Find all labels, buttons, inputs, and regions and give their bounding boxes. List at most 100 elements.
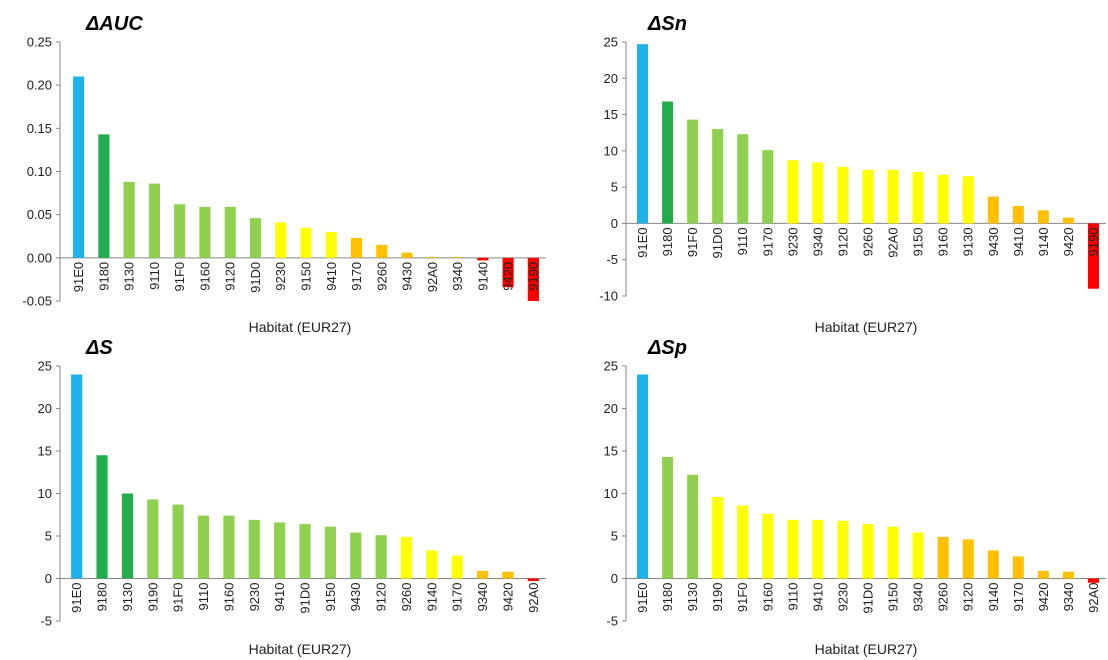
category-label: 9160 <box>936 227 951 256</box>
category-label: 9340 <box>450 262 465 291</box>
category-label: 9170 <box>1011 583 1026 612</box>
y-tick-label: 25 <box>604 359 618 374</box>
bar-9180 <box>98 134 110 258</box>
category-label: 91E0 <box>635 583 650 613</box>
category-label: 9420 <box>500 583 515 612</box>
category-label: 9140 <box>986 583 1001 612</box>
category-label: 9410 <box>324 262 339 291</box>
bar-9120 <box>837 166 849 224</box>
category-label: 9230 <box>273 262 288 291</box>
bar-92A0 <box>527 578 539 582</box>
bar-92A0 <box>426 256 438 258</box>
category-label: 9150 <box>886 583 901 612</box>
bar-9170 <box>1012 556 1024 579</box>
bar-9130 <box>121 493 134 579</box>
y-tick-label: 0 <box>611 216 618 231</box>
category-label: 9420 <box>501 262 516 291</box>
category-label: 9180 <box>660 227 675 256</box>
y-tick-label: -5 <box>606 614 618 629</box>
y-tick-label: 0.25 <box>27 35 52 50</box>
category-label: 9170 <box>760 227 775 256</box>
y-tick-label: -5 <box>40 614 52 629</box>
bar-9420 <box>1037 570 1049 579</box>
category-label: 9140 <box>1036 227 1051 256</box>
bar-9190 <box>1087 223 1099 289</box>
category-label: 9230 <box>785 227 800 256</box>
y-tick-label: 20 <box>604 401 618 416</box>
category-label: 9150 <box>323 583 338 612</box>
bar-9230 <box>248 519 260 579</box>
y-tick-label: 10 <box>604 143 618 158</box>
bar-9120 <box>224 206 236 258</box>
category-label: 9430 <box>348 583 363 612</box>
bar-9150 <box>912 171 924 224</box>
category-label: 9150 <box>911 227 926 256</box>
bar-91F0 <box>687 119 699 224</box>
x-axis-label: Habitat (EUR27) <box>815 641 918 657</box>
category-label: 92A0 <box>425 262 440 292</box>
chart-title: ΔSp <box>647 337 687 359</box>
category-label: 9170 <box>349 262 364 291</box>
bar-9420 <box>1062 217 1074 224</box>
category-label: 91D0 <box>710 227 725 258</box>
bar-9140 <box>987 550 999 579</box>
category-label: 91D0 <box>861 583 876 614</box>
bar-92A0 <box>1087 578 1099 583</box>
category-label: 9120 <box>835 227 850 256</box>
category-label: 9190 <box>526 262 541 291</box>
bar-9160 <box>223 515 235 579</box>
y-tick-label: 25 <box>604 35 618 50</box>
category-label: 9130 <box>120 583 135 612</box>
y-tick-label: 10 <box>38 486 52 501</box>
bar-9160 <box>937 174 949 224</box>
bar-9430 <box>987 196 999 224</box>
bar-91E0 <box>637 44 649 224</box>
category-label: 9340 <box>1061 583 1076 612</box>
bar-9150 <box>324 526 336 579</box>
bar-9260 <box>400 536 413 579</box>
bar-9190 <box>712 496 724 579</box>
category-label: 9180 <box>660 583 675 612</box>
category-label: 9190 <box>145 583 160 612</box>
category-label: 91D0 <box>298 583 313 614</box>
chart-title: ΔSn <box>647 13 687 35</box>
category-label: 9140 <box>424 583 439 612</box>
bar-9170 <box>350 237 363 258</box>
bar-9180 <box>662 456 674 579</box>
bar-9110 <box>787 519 799 579</box>
bar-9340 <box>912 532 924 579</box>
bar-91E0 <box>637 374 649 579</box>
bar-9150 <box>300 227 312 258</box>
y-tick-label: 0.00 <box>27 250 52 265</box>
category-label: 9140 <box>475 262 490 291</box>
category-label: 9110 <box>147 262 162 290</box>
category-label: 9130 <box>122 262 137 291</box>
bar-9230 <box>837 520 849 579</box>
category-label: 91E0 <box>71 262 86 292</box>
bar-9340 <box>1062 571 1074 579</box>
y-tick-label: 5 <box>611 529 618 544</box>
category-label: 9130 <box>685 583 700 612</box>
category-label: 9340 <box>810 227 825 256</box>
category-label: 9170 <box>450 583 465 612</box>
bar-9170 <box>451 555 463 579</box>
bar-92A0 <box>887 169 899 224</box>
x-axis-label: Habitat (EUR27) <box>249 319 352 335</box>
bar-91E0 <box>71 374 83 579</box>
y-tick-label: 0.05 <box>27 207 52 222</box>
category-label: 9260 <box>861 227 876 256</box>
bar-91E0 <box>73 76 85 258</box>
category-label: 9150 <box>299 262 314 291</box>
bar-9110 <box>148 183 160 258</box>
bar-9180 <box>96 455 108 579</box>
category-label: 9160 <box>221 583 236 612</box>
bar-9120 <box>375 535 387 579</box>
category-label: 9160 <box>197 262 212 291</box>
category-label: 91E0 <box>635 227 650 257</box>
category-label: 92A0 <box>1086 583 1101 613</box>
y-tick-label: 0.15 <box>27 121 52 136</box>
bar-9140 <box>426 550 438 579</box>
y-tick-label: 15 <box>604 107 618 122</box>
bar-9410 <box>1012 206 1024 224</box>
bar-9410 <box>274 522 286 579</box>
